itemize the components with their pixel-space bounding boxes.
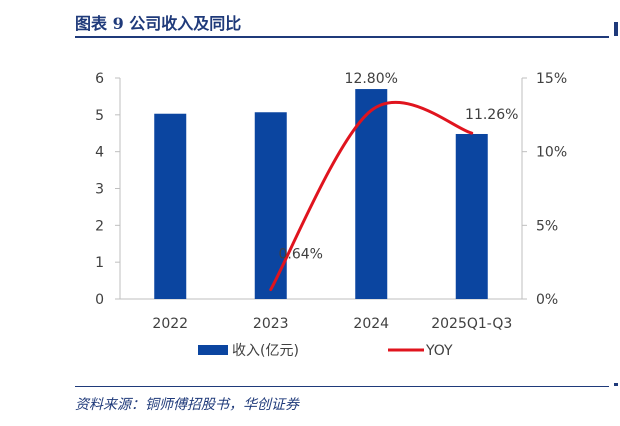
bar	[254, 112, 287, 299]
bar	[355, 89, 388, 299]
legend-bar-swatch	[198, 345, 228, 355]
x-tick-label: 2024	[353, 316, 389, 332]
yoy-line	[269, 100, 474, 292]
x-tick-label: 2025Q1-Q3	[431, 316, 512, 332]
right-tick-label: 15%	[536, 71, 567, 87]
chart-axes: 0 1 2 3 4 5 6 0% 5% 10% 15% 2022 2023 2024 2025Q1-Q3	[95, 71, 567, 332]
left-tick-label: 0	[95, 292, 104, 308]
bar	[154, 113, 187, 299]
line-series	[269, 100, 474, 292]
legend-bar-label: 收入(亿元)	[232, 343, 299, 359]
source-divider	[75, 386, 609, 387]
data-label: 0.64%	[279, 247, 323, 263]
data-label: 11.26%	[465, 107, 518, 123]
right-tick-label: 0%	[536, 292, 558, 308]
x-tick-label: 2023	[253, 316, 289, 332]
left-tick-label: 6	[95, 71, 104, 87]
right-tick-label: 5%	[536, 218, 558, 234]
source-note: 资料来源：铜师傅招股书，华创证券	[75, 397, 299, 413]
left-tick-label: 4	[95, 145, 104, 161]
left-tick-label: 5	[95, 108, 104, 124]
data-label: 12.80%	[345, 71, 398, 87]
bar-series	[154, 89, 488, 299]
data-labels: 0.64% 12.80% 11.26%	[279, 71, 519, 263]
title-divider	[75, 36, 609, 38]
left-tick-label: 1	[95, 255, 104, 271]
edge-marker-top	[614, 22, 618, 36]
figure-title-row: 图表 9 公司收入及同比	[75, 8, 620, 36]
bar	[455, 133, 488, 299]
figure-title: 图表 9 公司收入及同比	[75, 14, 242, 33]
legend: 收入(亿元) YOY	[198, 343, 453, 359]
legend-line-label: YOY	[425, 343, 453, 359]
x-tick-label: 2022	[152, 316, 188, 332]
left-tick-label: 3	[95, 182, 104, 198]
left-tick-label: 2	[95, 218, 104, 234]
right-tick-label: 10%	[536, 145, 567, 161]
edge-marker-bottom	[614, 383, 618, 386]
